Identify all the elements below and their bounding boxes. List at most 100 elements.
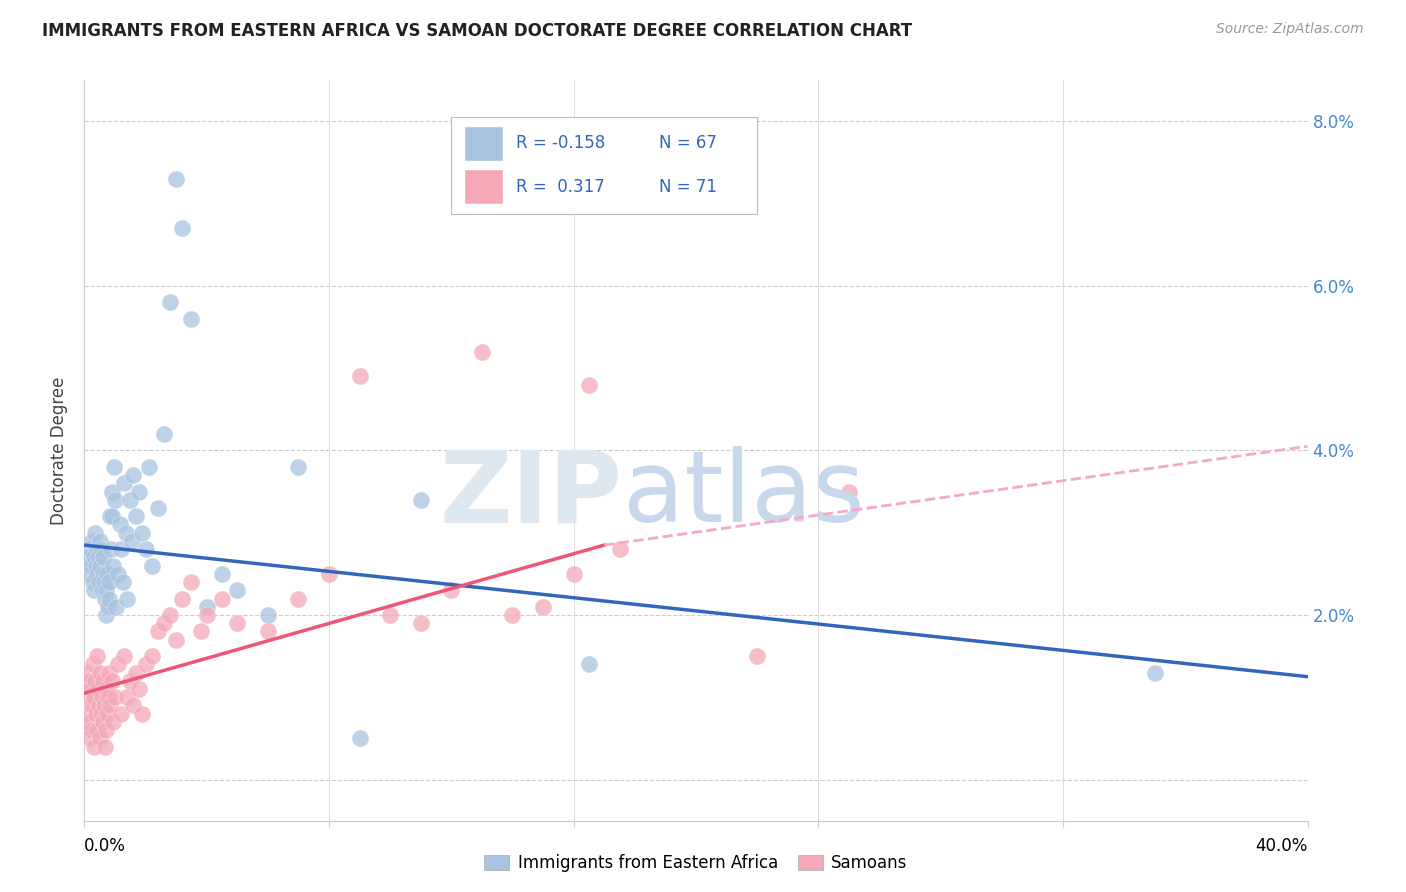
Point <box>96 723 118 738</box>
Point <box>131 525 153 540</box>
Point <box>82 657 104 672</box>
Point <box>97 575 120 590</box>
Point <box>76 665 98 680</box>
Point <box>122 468 145 483</box>
Point <box>84 558 107 573</box>
Text: N = 67: N = 67 <box>659 135 717 153</box>
Point <box>578 377 600 392</box>
Point <box>77 731 100 746</box>
Point <box>471 344 494 359</box>
Point <box>146 624 169 639</box>
FancyBboxPatch shape <box>464 126 503 161</box>
Point <box>96 566 118 581</box>
Point <box>79 714 101 729</box>
Point <box>80 723 103 738</box>
Point <box>86 649 108 664</box>
Text: N = 71: N = 71 <box>659 178 717 195</box>
Point <box>91 566 114 581</box>
Point <box>91 714 114 729</box>
Point <box>80 698 103 713</box>
Text: R = -0.158: R = -0.158 <box>516 135 605 153</box>
Point <box>409 616 432 631</box>
Point <box>138 459 160 474</box>
Point <box>91 690 114 705</box>
Point <box>120 492 142 507</box>
Point <box>211 566 233 581</box>
Text: Source: ZipAtlas.com: Source: ZipAtlas.com <box>1216 22 1364 37</box>
Point <box>172 591 194 606</box>
Point <box>172 221 194 235</box>
Point <box>609 542 631 557</box>
Point <box>103 459 125 474</box>
Point <box>79 542 101 557</box>
Point <box>114 525 136 540</box>
FancyBboxPatch shape <box>464 169 503 204</box>
Point <box>94 591 117 606</box>
Point <box>84 706 107 721</box>
Point <box>747 649 769 664</box>
Point <box>86 542 108 557</box>
Point <box>195 607 218 622</box>
Point <box>77 550 100 565</box>
Point <box>103 714 125 729</box>
Point <box>101 509 124 524</box>
Point <box>79 566 101 581</box>
Point <box>141 649 163 664</box>
Point <box>131 706 153 721</box>
Point <box>180 311 202 326</box>
Text: R =  0.317: R = 0.317 <box>516 178 605 195</box>
Point <box>349 369 371 384</box>
Point <box>89 731 111 746</box>
Point <box>112 476 135 491</box>
Point <box>159 607 181 622</box>
Text: 0.0%: 0.0% <box>84 837 127 855</box>
Point <box>141 558 163 573</box>
Point <box>84 525 107 540</box>
Legend: Immigrants from Eastern Africa, Samoans: Immigrants from Eastern Africa, Samoans <box>478 847 914 879</box>
Point <box>87 575 110 590</box>
Point <box>190 624 212 639</box>
Point <box>87 681 110 696</box>
Text: IMMIGRANTS FROM EASTERN AFRICA VS SAMOAN DOCTORATE DEGREE CORRELATION CHART: IMMIGRANTS FROM EASTERN AFRICA VS SAMOAN… <box>42 22 912 40</box>
Point <box>104 690 127 705</box>
Point <box>77 690 100 705</box>
Point <box>226 583 249 598</box>
Point <box>531 599 554 614</box>
Point <box>502 607 524 622</box>
Point <box>96 706 118 721</box>
Point <box>112 649 135 664</box>
Point <box>87 550 110 565</box>
Point <box>90 542 112 557</box>
Point <box>287 459 309 474</box>
Point <box>111 575 134 590</box>
Point <box>101 673 124 688</box>
Point <box>90 706 112 721</box>
Point <box>83 550 105 565</box>
Point <box>91 583 114 598</box>
Point <box>100 542 122 557</box>
Y-axis label: Doctorate Degree: Doctorate Degree <box>51 376 69 524</box>
Point <box>125 665 148 680</box>
Point <box>153 427 176 442</box>
Point <box>110 706 132 721</box>
Point <box>562 566 585 581</box>
Point <box>318 566 340 581</box>
Point <box>120 673 142 688</box>
Point <box>165 172 187 186</box>
Point <box>257 607 280 622</box>
Point <box>89 665 111 680</box>
Point <box>121 533 143 548</box>
Point <box>349 731 371 746</box>
Point <box>103 558 125 573</box>
Point <box>83 690 105 705</box>
Point <box>211 591 233 606</box>
Point <box>107 657 129 672</box>
Point <box>257 624 280 639</box>
Point <box>135 542 157 557</box>
Point <box>115 591 138 606</box>
Point <box>125 509 148 524</box>
Text: ZIP: ZIP <box>440 446 623 543</box>
Text: 40.0%: 40.0% <box>1256 837 1308 855</box>
Point <box>135 657 157 672</box>
Point <box>83 583 105 598</box>
